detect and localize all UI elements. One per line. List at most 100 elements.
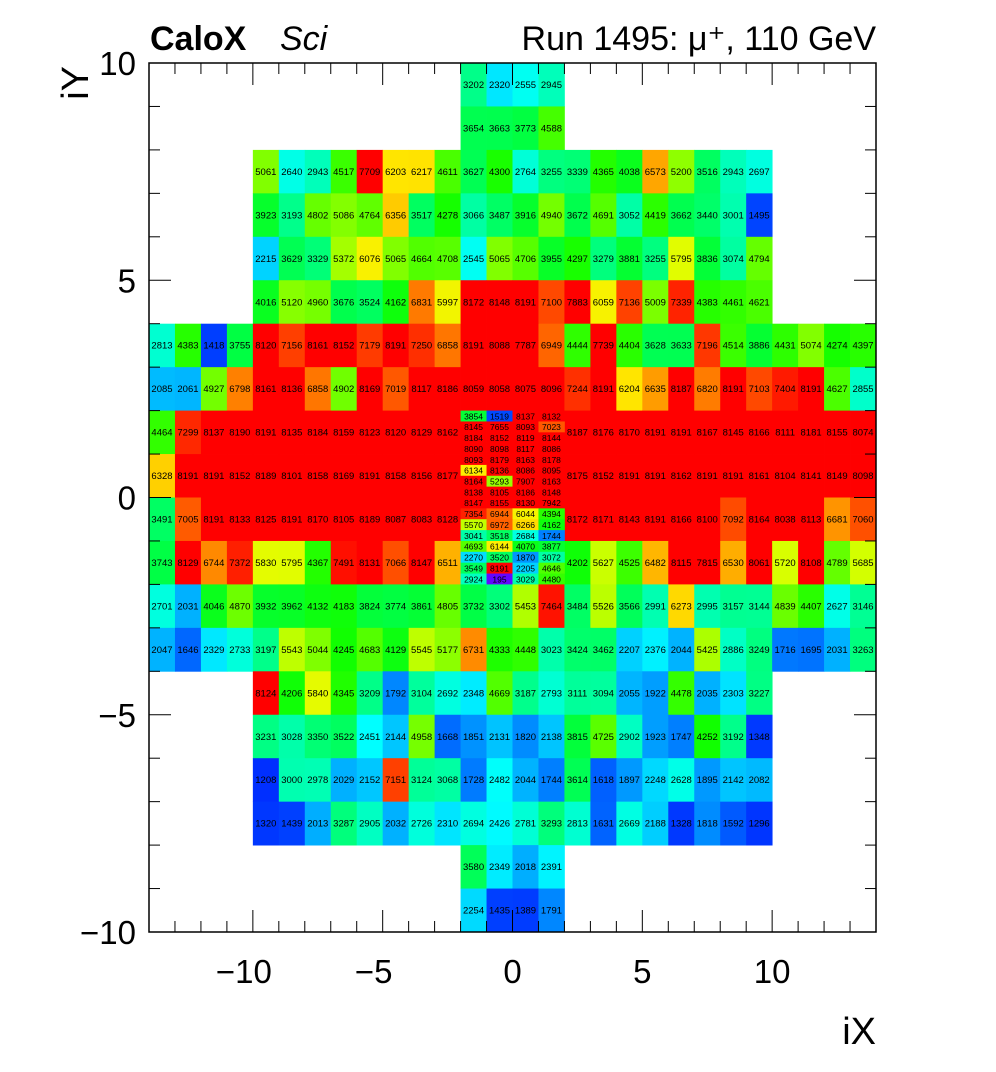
cell-value-label: 2152 — [359, 775, 380, 786]
cell-value-label: 6204 — [619, 384, 640, 395]
heatmap-cell — [746, 801, 773, 846]
cell-value-label: 1646 — [177, 645, 198, 656]
heatmap-cell — [434, 584, 461, 629]
cell-value-label: 3287 — [333, 819, 354, 830]
cell-value-label: 4367 — [307, 558, 328, 569]
heatmap-cell — [304, 367, 332, 411]
cell-value-label: 4300 — [489, 167, 510, 178]
cell-value-label: 6511 — [437, 558, 457, 569]
cell-value-label: 4805 — [437, 601, 458, 612]
cell-value-label: 4691 — [593, 210, 614, 221]
cell-value-label: 1389 — [515, 906, 536, 917]
cell-value-label: 2035 — [697, 688, 718, 699]
heatmap-cell — [564, 584, 591, 629]
axis-ticks: −10 −5 0 5 10 10 5 0 −5 −10 — [80, 45, 877, 990]
cell-value-label: 8144 — [542, 433, 561, 443]
heatmap-cell — [746, 758, 773, 803]
cell-value-label: 8191 — [359, 471, 380, 482]
cell-value-label: 8101 — [281, 471, 302, 482]
heatmap-cell — [668, 323, 695, 368]
heatmap-cell — [226, 410, 254, 455]
heatmap-cell — [616, 236, 643, 281]
heatmap-cell — [252, 193, 280, 238]
cell-value-label: 8130 — [516, 498, 535, 508]
cell-value-label: 4404 — [619, 341, 640, 352]
cell-value-label: 5425 — [697, 645, 718, 656]
cell-value-label: 2254 — [463, 906, 484, 917]
cell-value-label: 7354 — [464, 509, 483, 519]
cell-value-label: 1631 — [593, 819, 614, 830]
cell-value-label: 3824 — [359, 601, 380, 612]
cell-value-label: 6744 — [203, 558, 224, 569]
heatmap-cell — [512, 530, 539, 542]
cell-value-label: 1870 — [516, 553, 535, 563]
heatmap-cell — [850, 367, 877, 411]
heatmap-cell — [460, 508, 487, 520]
cell-value-label: 7156 — [281, 341, 302, 352]
cell-value-label: 2032 — [385, 819, 406, 830]
heatmap-cell — [460, 551, 487, 564]
cell-value-label: 4397 — [852, 341, 873, 352]
heatmap-cell — [642, 193, 669, 238]
cell-value-label: 7709 — [359, 167, 380, 178]
heatmap-cell — [330, 367, 358, 411]
cell-value-label: 8190 — [229, 428, 250, 439]
cell-value-label: 6681 — [826, 515, 847, 526]
cell-value-label: 8172 — [463, 297, 484, 308]
heatmap-cell — [564, 627, 591, 672]
heatmap-cell — [694, 454, 721, 498]
cell-value-label: 3293 — [541, 819, 562, 830]
heatmap-cell — [149, 584, 176, 629]
cell-value-label: 2055 — [619, 688, 640, 699]
heatmap-cell — [252, 454, 280, 498]
cell-value-label: 7066 — [385, 558, 406, 569]
heatmap-cell — [616, 193, 643, 238]
heatmap-cell — [564, 671, 591, 716]
cell-value-label: 7464 — [541, 601, 562, 612]
cell-value-label: 2945 — [541, 80, 562, 91]
cell-value-label: 5685 — [852, 558, 873, 569]
heatmap-cell — [512, 497, 539, 509]
cell-value-label: 6858 — [307, 384, 328, 395]
heatmap-cell — [382, 410, 410, 455]
cell-value-label: 5627 — [593, 558, 614, 569]
cell-value-label: 3755 — [229, 341, 250, 352]
heatmap-cell — [486, 323, 513, 368]
heatmap-cell — [226, 323, 254, 368]
heatmap-cell — [408, 584, 436, 629]
cell-value-label: 6831 — [411, 297, 432, 308]
cell-value-label: 3302 — [489, 601, 510, 612]
cell-value-label: 3732 — [463, 601, 484, 612]
heatmap-cell — [252, 714, 280, 759]
x-tick-label: 10 — [754, 953, 791, 990]
heatmap-cell — [356, 410, 384, 455]
cell-value-label: 8120 — [385, 428, 406, 439]
heatmap-cell — [356, 540, 384, 585]
cell-value-label: 3094 — [593, 688, 614, 699]
cell-value-label: 2627 — [826, 601, 847, 612]
heatmap-cell — [434, 454, 461, 498]
heatmap-cell — [200, 497, 228, 542]
heatmap-cell — [642, 627, 669, 672]
heatmap-cell — [512, 584, 539, 629]
heatmap-cell — [304, 149, 332, 194]
heatmap-cell — [408, 671, 436, 716]
heatmap-cell — [408, 193, 436, 238]
heatmap-cell — [746, 149, 773, 194]
cell-value-label: 1895 — [697, 775, 718, 786]
heatmap-cell — [668, 280, 695, 325]
heatmap-cell — [538, 584, 565, 629]
cell-value-label: 2320 — [489, 80, 510, 91]
heatmap-cell — [772, 454, 799, 498]
cell-value-label: 2303 — [723, 688, 744, 699]
cell-value-label: 3520 — [490, 553, 509, 563]
cell-value-label: 2138 — [541, 732, 562, 743]
heatmap-cell — [616, 758, 643, 803]
cell-value-label: 6356 — [385, 210, 406, 221]
heatmap-cell — [330, 540, 358, 585]
cell-value-label: 1818 — [697, 819, 718, 830]
cell-value-label: 1592 — [723, 819, 744, 830]
cell-value-label: 8191 — [671, 428, 692, 439]
cell-value-label: 6059 — [593, 297, 614, 308]
cell-value-label: 8164 — [464, 477, 483, 487]
